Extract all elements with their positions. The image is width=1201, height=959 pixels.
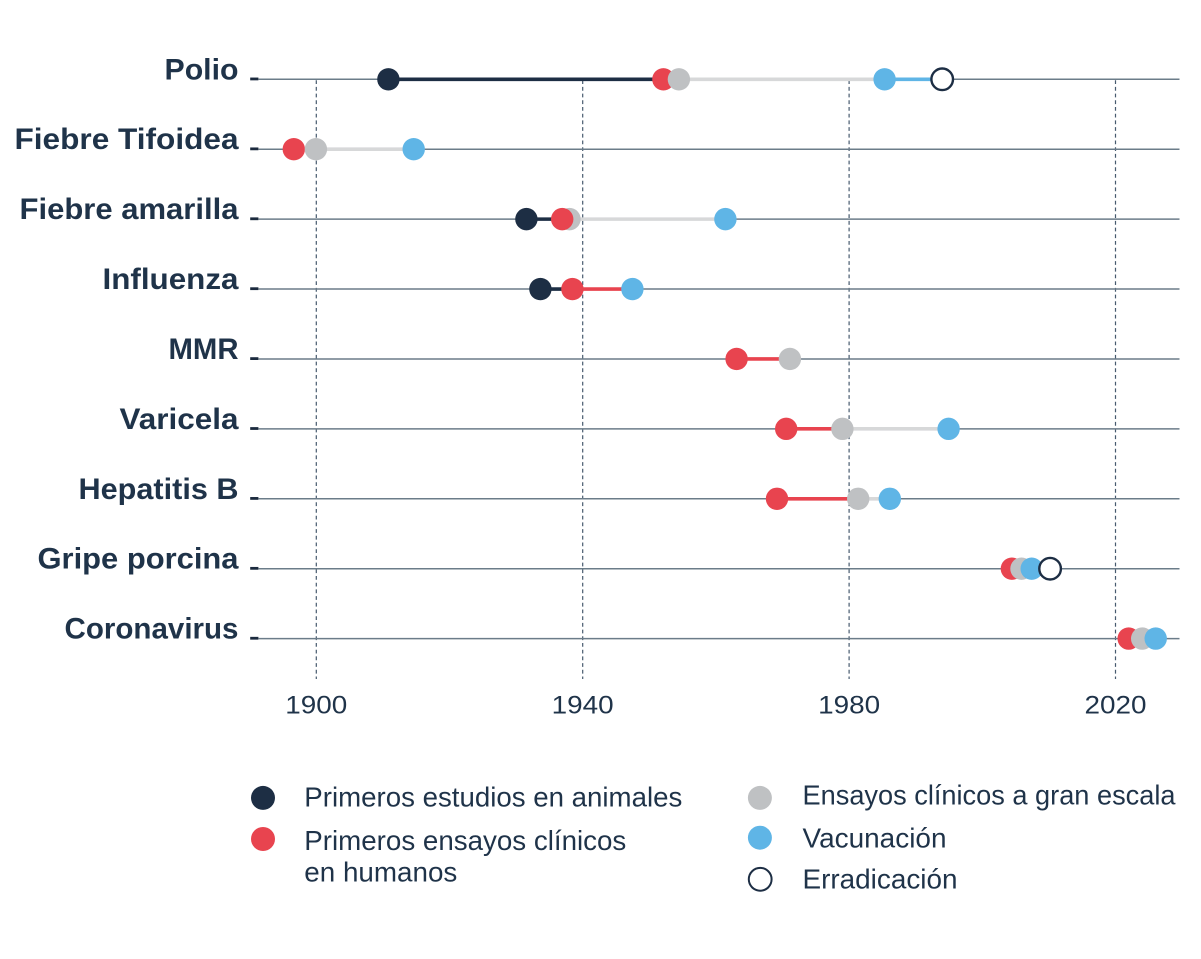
svg-text:Erradicación: Erradicación [803, 864, 958, 895]
svg-text:Hepatitis B: Hepatitis B [79, 473, 239, 506]
svg-text:Vacunación: Vacunación [803, 823, 947, 854]
svg-text:MMR: MMR [169, 333, 239, 366]
svg-text:Fiebre amarilla: Fiebre amarilla [20, 193, 239, 226]
svg-text:Ensayos clínicos a gran escala: Ensayos clínicos a gran escala [803, 780, 1176, 811]
svg-text:1900: 1900 [285, 691, 347, 719]
svg-text:Coronavirus: Coronavirus [65, 613, 239, 646]
svg-text:Influenza: Influenza [103, 263, 239, 296]
svg-text:en humanos: en humanos [304, 857, 457, 888]
svg-text:Primeros estudios en animales: Primeros estudios en animales [304, 782, 682, 813]
svg-text:Gripe porcina: Gripe porcina [38, 543, 239, 576]
svg-text:Primeros ensayos clínicos: Primeros ensayos clínicos [304, 825, 626, 856]
svg-text:1980: 1980 [818, 691, 880, 719]
svg-text:2020: 2020 [1085, 691, 1147, 719]
svg-text:Fiebre Tifoidea: Fiebre Tifoidea [15, 123, 239, 156]
svg-text:1940: 1940 [552, 691, 614, 719]
svg-text:Polio: Polio [165, 53, 239, 86]
svg-text:Varicela: Varicela [120, 403, 239, 436]
